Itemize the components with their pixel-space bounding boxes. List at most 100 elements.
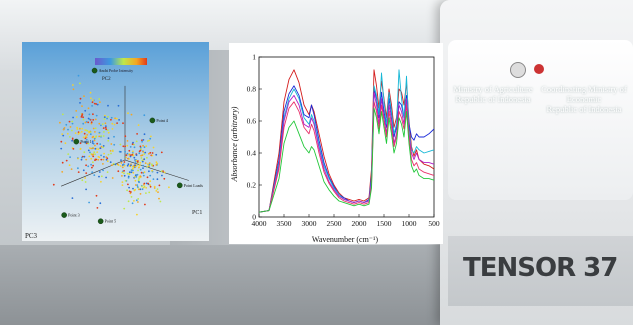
pca-point bbox=[128, 171, 131, 174]
pca-point bbox=[143, 146, 146, 149]
axis-line-pc1 bbox=[124, 159, 189, 181]
pca-point bbox=[107, 139, 110, 142]
pca-point bbox=[121, 175, 123, 177]
pca-point bbox=[128, 158, 130, 160]
pca-point bbox=[103, 116, 106, 118]
pca-point bbox=[138, 181, 140, 184]
pca-point bbox=[94, 118, 97, 121]
pca-point bbox=[127, 112, 129, 115]
pca-point bbox=[91, 136, 94, 139]
pca-point bbox=[61, 171, 64, 173]
pca-point bbox=[119, 151, 122, 153]
pca-point bbox=[92, 99, 94, 101]
pca-point bbox=[75, 116, 78, 118]
pca-point bbox=[155, 190, 158, 192]
axis-line-pc3 bbox=[61, 159, 126, 187]
pca-point bbox=[134, 175, 136, 178]
pca-point bbox=[74, 132, 77, 134]
pca-point bbox=[132, 171, 135, 174]
pca-point bbox=[135, 159, 138, 162]
pca-point bbox=[91, 153, 94, 156]
pca-3d-scatter: Probe Intensity Anchi Point 4 Point 1 Point… bbox=[22, 42, 209, 241]
pca-point bbox=[148, 163, 151, 166]
pca-point bbox=[142, 150, 145, 153]
pca-point bbox=[146, 176, 149, 179]
pca-point bbox=[78, 132, 81, 134]
ministry-left-line-1: Ministry of Agriculture bbox=[453, 84, 533, 94]
pca-point bbox=[87, 117, 90, 120]
pca-point bbox=[138, 166, 140, 169]
pca-point bbox=[123, 164, 126, 167]
pca-point bbox=[130, 164, 132, 167]
pca-point bbox=[151, 154, 154, 157]
pca-point bbox=[93, 139, 96, 142]
pca-point bbox=[155, 164, 158, 166]
pca-point bbox=[160, 151, 163, 154]
pca-point bbox=[88, 155, 91, 158]
pca-point bbox=[103, 118, 106, 120]
pca-point bbox=[83, 132, 86, 135]
pca-point bbox=[138, 188, 140, 191]
pca-point bbox=[145, 145, 148, 147]
pca-point bbox=[107, 115, 109, 118]
pca-point bbox=[77, 171, 80, 174]
pca-point bbox=[134, 164, 137, 167]
pca-point bbox=[102, 127, 105, 129]
pca-point bbox=[105, 156, 108, 158]
pca-point bbox=[107, 137, 110, 140]
pca-point bbox=[117, 170, 120, 173]
pca-point bbox=[84, 135, 87, 138]
pca-point bbox=[80, 130, 83, 133]
pca-point bbox=[115, 117, 118, 120]
pca-point bbox=[82, 116, 84, 119]
pca-point bbox=[128, 172, 131, 175]
pca-point bbox=[141, 160, 144, 163]
pca-point bbox=[111, 128, 114, 130]
pca-point bbox=[141, 154, 144, 157]
pca-point bbox=[121, 166, 124, 169]
pca-point bbox=[103, 156, 105, 158]
pca-point bbox=[98, 156, 101, 159]
pca-point bbox=[97, 158, 100, 161]
pca-point bbox=[71, 137, 74, 140]
pca-point bbox=[83, 155, 86, 158]
pca-point bbox=[84, 142, 87, 144]
pca-point bbox=[60, 147, 63, 150]
emblem-icon bbox=[534, 64, 544, 74]
pca-point bbox=[149, 137, 152, 140]
pca-point bbox=[156, 178, 159, 181]
pca-point bbox=[121, 181, 124, 184]
x-tick-label: 3000 bbox=[302, 219, 317, 228]
pca-point bbox=[91, 166, 93, 169]
pca-point bbox=[82, 136, 85, 139]
pca-point bbox=[90, 157, 93, 160]
pca-point bbox=[134, 184, 137, 186]
pca-point bbox=[106, 160, 109, 163]
pca-point bbox=[145, 187, 148, 189]
pca-point bbox=[100, 180, 102, 183]
pca-point bbox=[132, 187, 134, 190]
pca-point bbox=[130, 171, 133, 174]
pca-point bbox=[89, 133, 92, 136]
pca-point bbox=[99, 143, 102, 145]
pca-point bbox=[94, 147, 97, 150]
pca-point bbox=[141, 140, 143, 143]
pca-point bbox=[129, 155, 132, 158]
pca-point bbox=[136, 161, 139, 163]
pca-point bbox=[68, 120, 71, 123]
pca-point bbox=[124, 150, 126, 153]
pca-point bbox=[126, 164, 129, 167]
pca-marker-label: Point 4 bbox=[156, 118, 167, 123]
pca-point bbox=[118, 119, 120, 121]
pca-point bbox=[107, 153, 110, 156]
pca-point bbox=[94, 144, 96, 147]
pca-point bbox=[94, 153, 96, 156]
pca-point bbox=[63, 127, 66, 129]
pca-point bbox=[125, 156, 128, 159]
pca-point bbox=[107, 104, 109, 107]
pca-point bbox=[93, 137, 96, 140]
pca-point bbox=[142, 164, 145, 167]
pca-marker bbox=[73, 138, 80, 145]
pca-point bbox=[105, 125, 107, 127]
x-tick-label: 2000 bbox=[352, 219, 367, 228]
